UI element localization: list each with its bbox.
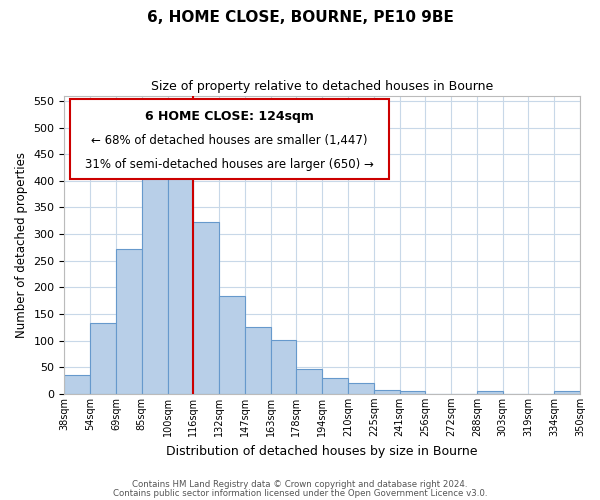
Text: 6, HOME CLOSE, BOURNE, PE10 9BE: 6, HOME CLOSE, BOURNE, PE10 9BE	[146, 10, 454, 25]
Bar	[322, 378, 348, 394]
Bar	[374, 390, 400, 394]
Bar	[90, 323, 116, 394]
Bar	[219, 296, 245, 394]
X-axis label: Distribution of detached houses by size in Bourne: Distribution of detached houses by size …	[166, 444, 478, 458]
Bar	[348, 383, 374, 394]
Bar	[245, 327, 271, 394]
Bar	[64, 375, 90, 394]
FancyBboxPatch shape	[70, 98, 389, 179]
Text: ← 68% of detached houses are smaller (1,447): ← 68% of detached houses are smaller (1,…	[91, 134, 368, 147]
Bar	[477, 391, 503, 394]
Bar	[271, 340, 296, 394]
Bar	[193, 222, 219, 394]
Y-axis label: Number of detached properties: Number of detached properties	[15, 152, 28, 338]
Bar	[296, 370, 322, 394]
Text: 31% of semi-detached houses are larger (650) →: 31% of semi-detached houses are larger (…	[85, 158, 374, 171]
Bar	[400, 391, 425, 394]
Bar	[142, 164, 167, 394]
Bar	[116, 249, 142, 394]
Text: Contains public sector information licensed under the Open Government Licence v3: Contains public sector information licen…	[113, 488, 487, 498]
Text: 6 HOME CLOSE: 124sqm: 6 HOME CLOSE: 124sqm	[145, 110, 314, 124]
Bar	[167, 178, 193, 394]
Bar	[554, 391, 580, 394]
Title: Size of property relative to detached houses in Bourne: Size of property relative to detached ho…	[151, 80, 493, 93]
Text: Contains HM Land Registry data © Crown copyright and database right 2024.: Contains HM Land Registry data © Crown c…	[132, 480, 468, 489]
